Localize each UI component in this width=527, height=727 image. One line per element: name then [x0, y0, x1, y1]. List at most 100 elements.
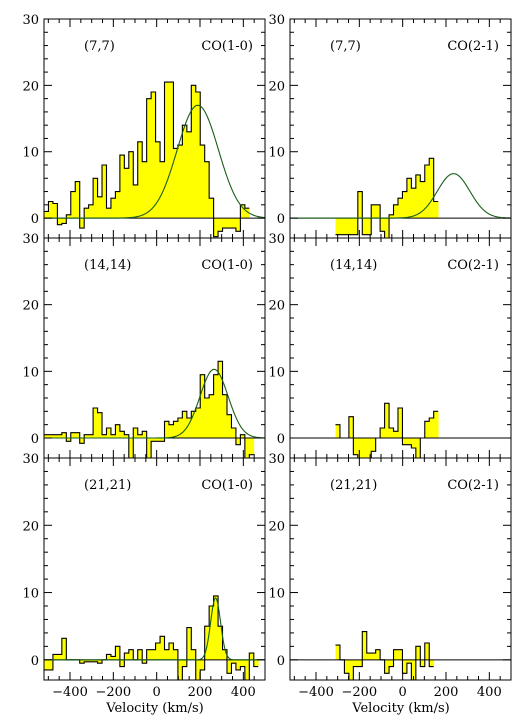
histogram-bin — [222, 649, 228, 660]
histogram-bin — [173, 421, 179, 438]
histogram-bin — [93, 178, 98, 219]
histogram-bin — [348, 659, 354, 680]
histogram-bin — [231, 428, 237, 438]
histogram-bin — [362, 438, 368, 458]
histogram-bin — [164, 82, 170, 219]
histogram-bin — [397, 649, 403, 660]
histogram-bin — [48, 659, 54, 670]
histogram-bin — [209, 394, 214, 438]
histogram-bin — [393, 649, 399, 660]
histogram-bin — [402, 659, 408, 674]
histogram-bin — [429, 659, 435, 667]
histogram-bin — [235, 218, 241, 232]
histogram-bin — [137, 649, 143, 660]
histogram-bin — [406, 659, 412, 664]
histogram-bin — [97, 412, 103, 438]
histogram-bin — [366, 653, 372, 660]
histogram-bin — [191, 411, 197, 438]
histogram-bin — [344, 659, 350, 674]
histogram-bin — [411, 438, 417, 448]
position-label: (21,21) — [84, 478, 131, 493]
histogram-bin — [75, 432, 81, 438]
panel-frame — [43, 457, 266, 681]
panel-content — [44, 360, 265, 458]
histogram-bin — [213, 374, 219, 438]
histogram-bin — [393, 431, 399, 438]
histogram-bin — [186, 627, 192, 660]
histogram-bin — [146, 649, 152, 660]
histogram-bin — [173, 148, 179, 219]
panel-content — [44, 81, 265, 238]
spectrum-panel: 0 10 20 30 −400 −200 0 200 400 (21,21) CO(1-0) — [22, 452, 266, 700]
histogram-bin — [195, 92, 201, 219]
histogram-bin — [235, 438, 241, 445]
histogram-bin — [151, 649, 156, 660]
histogram-bin — [124, 653, 130, 660]
y-tick-label: 0 — [31, 432, 39, 447]
histogram-bin — [204, 398, 210, 438]
histogram-bin — [380, 218, 385, 232]
histogram-bin — [97, 196, 103, 219]
histogram-bin — [204, 161, 210, 219]
histogram-bin — [128, 649, 134, 660]
line-label: CO(2-1) — [447, 478, 499, 493]
histogram-bin — [227, 218, 232, 229]
histogram-bin — [375, 204, 381, 219]
histogram-bin — [119, 431, 125, 438]
histogram-bin — [235, 659, 241, 670]
histogram-bin — [57, 654, 63, 660]
histogram-bin — [155, 643, 161, 660]
spectrum-panel: 0 10 20 30 (7,7) CO(1-0) — [22, 13, 266, 239]
spectrum-panel: 0 10 20 30 −400 −200 0 200 400 (21,21) CO(2-1) — [268, 452, 512, 700]
histogram-bin — [84, 208, 90, 219]
histogram-bin — [366, 438, 372, 458]
histogram-bin — [240, 204, 246, 219]
y-tick-label: 0 — [277, 432, 285, 447]
histogram-bin — [357, 191, 363, 219]
histogram-bin — [48, 434, 54, 438]
histogram-bin — [133, 428, 139, 438]
histogram-bin — [222, 218, 228, 229]
histogram-bin — [182, 659, 188, 667]
y-tick-label: 30 — [22, 232, 39, 247]
x-tick-label: 400 — [477, 685, 502, 700]
histogram-bin — [52, 434, 58, 438]
histogram-bin — [88, 434, 94, 438]
histogram-bin — [124, 168, 130, 219]
histogram-bin — [389, 428, 394, 438]
histogram-bin — [44, 211, 49, 219]
histogram-bin — [102, 434, 107, 438]
histogram-bin — [128, 438, 134, 458]
histogram-bin — [102, 165, 107, 219]
y-tick-label: 30 — [22, 13, 39, 28]
y-tick-label: 0 — [31, 212, 39, 227]
spectrum-step-line — [335, 631, 434, 680]
histogram-bin — [97, 659, 103, 664]
histogram-bin — [177, 145, 183, 219]
histogram-bin — [371, 653, 377, 660]
histogram-bin — [142, 659, 148, 664]
histogram-bin — [397, 408, 403, 438]
x-tick-label: −200 — [341, 685, 377, 700]
histogram-bin — [160, 161, 165, 219]
histogram-bin — [389, 659, 394, 667]
histogram-bin — [393, 204, 399, 219]
histogram-bin — [389, 214, 394, 219]
y-tick-label: 10 — [22, 587, 39, 602]
histogram-bin — [227, 414, 232, 438]
histogram-bin — [52, 654, 58, 660]
y-tick-label: 20 — [268, 79, 285, 94]
histogram-bin — [244, 438, 250, 458]
gaussian-fit-curve — [44, 597, 265, 661]
histogram-bin — [93, 408, 98, 438]
histogram-bin — [384, 218, 390, 238]
histogram-bin — [415, 646, 421, 660]
y-tick-label: 10 — [22, 365, 39, 380]
histogram-bin — [348, 218, 354, 235]
histogram-bin — [424, 165, 430, 219]
histogram-bin — [411, 188, 417, 219]
spectrum-panel: 0 10 20 30 (14,14) CO(1-0) — [22, 232, 266, 459]
histogram-bin — [52, 203, 58, 219]
line-label: CO(1-0) — [201, 258, 253, 273]
histogram-bin — [75, 181, 81, 219]
